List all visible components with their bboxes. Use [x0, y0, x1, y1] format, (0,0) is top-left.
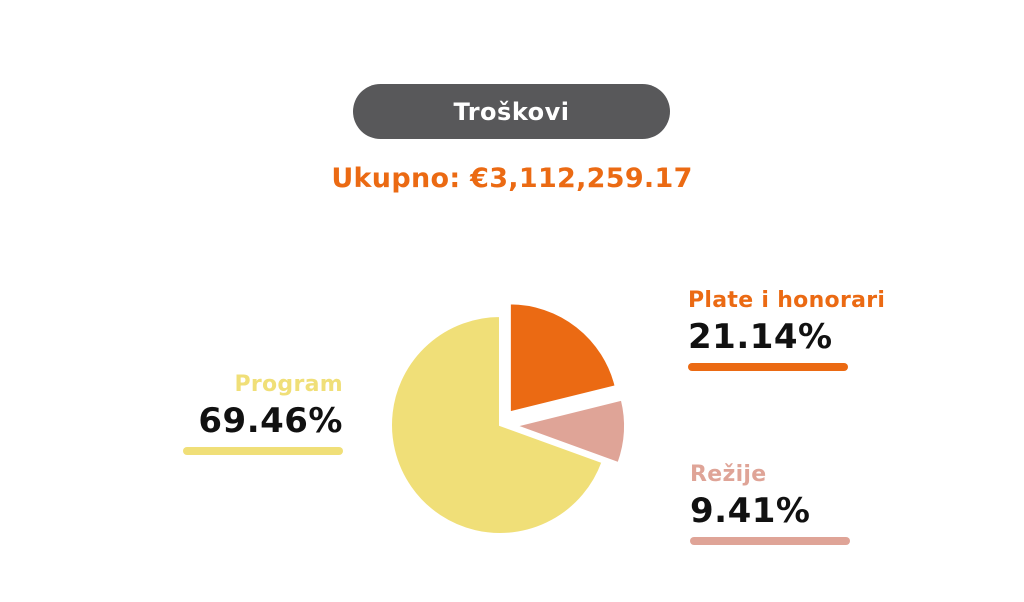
chart-title: Troškovi [453, 97, 570, 126]
slice-underline-rezije [690, 537, 850, 545]
slice-name-plate-i-honorari: Plate i honorari [688, 288, 886, 313]
slice-percent-rezije: 9.41% [690, 491, 811, 531]
slice-underline-plate-i-honorari [688, 363, 848, 371]
slice-name-rezije: Režije [690, 462, 767, 487]
slice-name-program: Program [234, 372, 343, 397]
slice-percent-plate-i-honorari: 21.14% [688, 317, 833, 357]
slice-underline-program [183, 447, 343, 455]
slice-label-plate-i-honorari: Plate i honorari 21.14% [688, 288, 908, 371]
chart-total: Ukupno: €3,112,259.17 [331, 163, 693, 194]
chart-title-pill: Troškovi [353, 84, 670, 139]
pie-slice-re-ije [512, 398, 626, 465]
pie-slice-plate-i-honorari [508, 302, 617, 414]
slice-label-rezije: Režije 9.41% [690, 462, 850, 545]
slice-label-program: Program 69.46% [183, 372, 343, 455]
pie-slice-program [390, 314, 604, 535]
slice-percent-program: 69.46% [198, 401, 343, 441]
